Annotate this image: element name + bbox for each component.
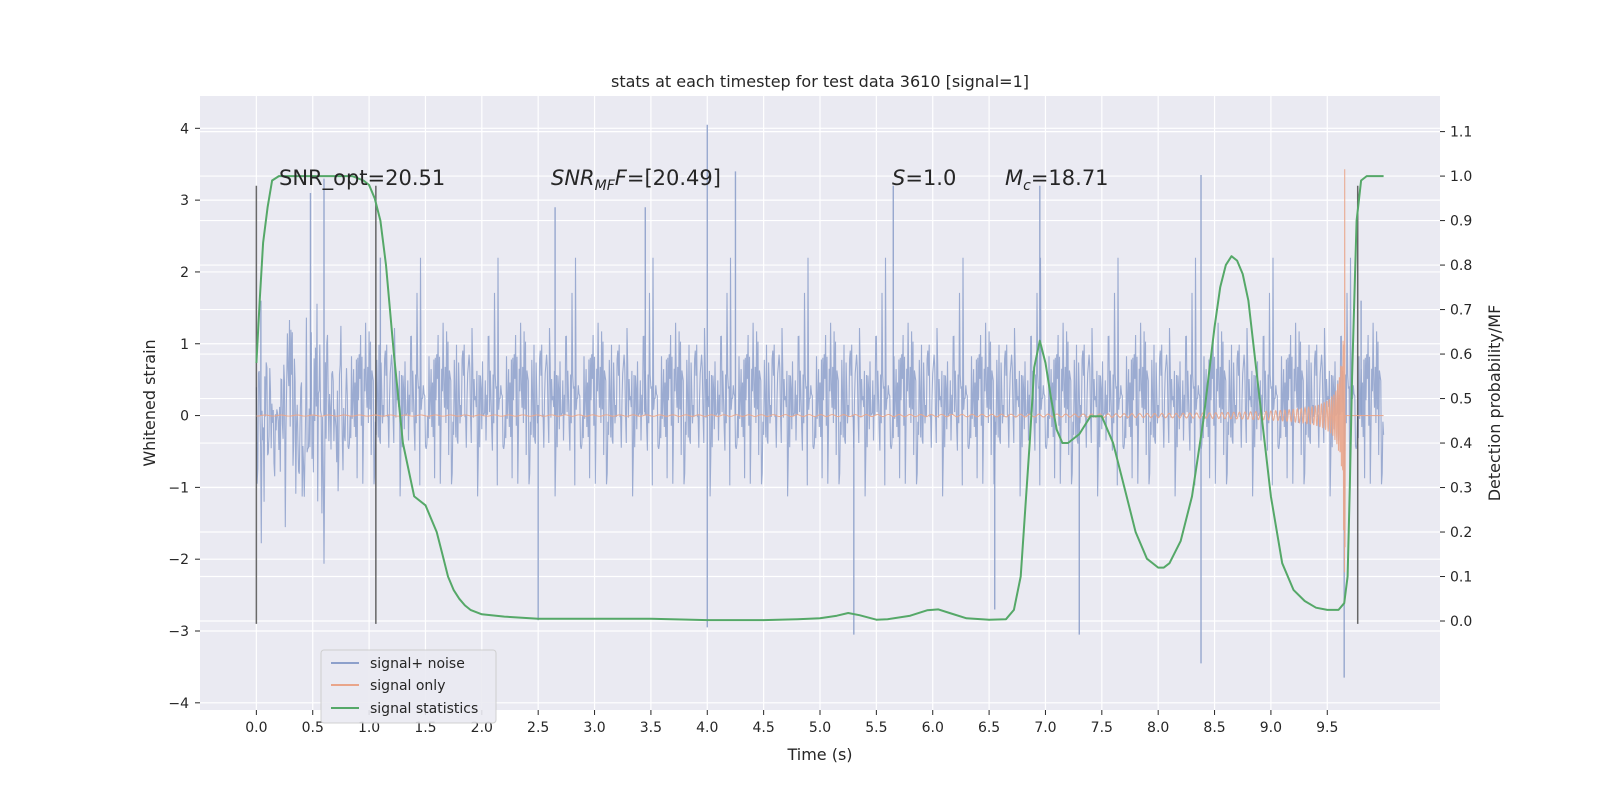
x-axis: 0.0 0.5 1.0 1.5 2.0 2.5 3.0 3.5 4.0 4.5 5.0 5.5 6.0 6…	[245, 710, 1338, 736]
x-tick-label: 9.0	[1260, 720, 1282, 736]
y-right-tick-label: 0.0	[1450, 614, 1472, 630]
y-axis-left: 4 3 2 1 0 −1 −2 −3 −4	[168, 121, 200, 712]
signal-only-line	[256, 169, 1384, 573]
y-tick-label: −3	[168, 624, 189, 640]
y-tick-label: 1	[180, 337, 189, 353]
y-right-tick-label: 0.6	[1450, 347, 1472, 363]
x-tick-label: 4.0	[696, 720, 718, 736]
x-tick-label: 1.0	[358, 720, 380, 736]
y-right-axis-title: Detection probability/MF	[1485, 305, 1504, 502]
y-right-tick-label: 0.8	[1450, 258, 1472, 274]
y-tick-label: 0	[180, 409, 189, 425]
annotation-s: S=1.0	[892, 166, 956, 190]
legend-box	[320, 649, 497, 724]
x-tick-label: 5.5	[865, 720, 887, 736]
x-tick-label: 1.5	[414, 720, 436, 736]
x-axis-title: Time (s)	[786, 745, 852, 764]
legend-label-signal-noise: signal+ noise	[370, 656, 465, 672]
x-tick-label: 7.0	[1034, 720, 1056, 736]
annotation-snr-opt: SNR_opt=20.51	[279, 166, 445, 191]
x-tick-label: 3.5	[640, 720, 662, 736]
x-tick-label: 6.0	[922, 720, 944, 736]
x-tick-label: 3.0	[583, 720, 605, 736]
y-right-tick-label: 0.5	[1450, 392, 1472, 408]
x-tick-label: 6.5	[978, 720, 1000, 736]
x-tick-label: 0.5	[302, 720, 324, 736]
x-tick-label: 2.5	[527, 720, 549, 736]
x-tick-label: 8.5	[1203, 720, 1225, 736]
x-tick-label: 4.5	[753, 720, 775, 736]
chart-title: stats at each timestep for test data 361…	[611, 72, 1029, 91]
y-right-tick-label: 0.4	[1450, 436, 1472, 452]
vertical-markers	[255, 185, 1359, 624]
y-tick-label: −2	[168, 552, 189, 568]
x-tick-label: 7.5	[1091, 720, 1113, 736]
x-tick-label: 2.0	[471, 720, 493, 736]
y-right-tick-label: 1.1	[1450, 125, 1472, 141]
signal-only-series	[256, 169, 1384, 573]
x-tick-label: 9.5	[1316, 720, 1338, 736]
signal-statistics-series	[255, 175, 1384, 622]
y-tick-label: 3	[180, 193, 189, 209]
y-tick-label: 4	[180, 121, 189, 137]
x-tick-label: 5.0	[809, 720, 831, 736]
y-right-tick-label: 0.3	[1450, 481, 1472, 497]
y-tick-label: 2	[180, 265, 189, 281]
y-right-tick-label: 0.2	[1450, 525, 1472, 541]
y-axis-right: 1.1 1.0 0.9 0.8 0.7 0.6 0.5 0.4 0.3 0.2 0.1 0.0	[1440, 125, 1472, 630]
signal-noise-line	[255, 257, 1385, 564]
annotation-mc: Mc=18.71	[1005, 166, 1109, 194]
signal-plus-noise-series	[255, 124, 1385, 678]
y-axis-title: Whitened strain	[140, 339, 159, 466]
x-tick-label: 8.0	[1147, 720, 1169, 736]
legend-label-signal-statistics: signal statistics	[370, 701, 478, 717]
x-tick-label: 0.0	[245, 720, 267, 736]
annotation-snr-mf: SNRMFF=[20.49]	[551, 166, 721, 194]
legend-label-signal-only: signal only	[370, 678, 445, 694]
y-right-tick-label: 0.9	[1450, 214, 1472, 230]
y-right-tick-label: 0.7	[1450, 303, 1472, 319]
y-tick-label: −4	[168, 696, 189, 712]
y-tick-label: −1	[168, 480, 189, 496]
y-right-tick-label: 0.1	[1450, 570, 1472, 586]
y-right-tick-label: 1.0	[1450, 169, 1472, 185]
legend: signal+ noise signal only signal statist…	[320, 649, 497, 724]
signal-statistics-line	[255, 175, 1384, 622]
